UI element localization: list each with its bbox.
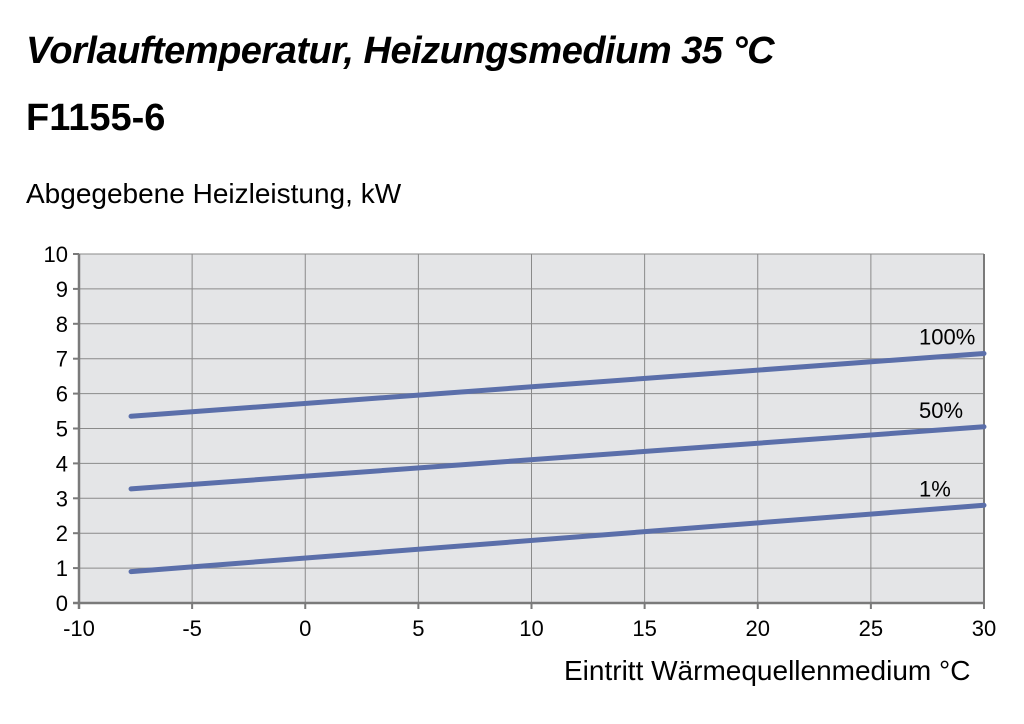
series-line (128, 350, 987, 419)
series-label: 50% (919, 398, 963, 423)
y-tick-label: 9 (56, 277, 68, 302)
y-tick-label: 10 (44, 242, 68, 267)
x-tick-label: 10 (519, 616, 543, 641)
y-tick-label: 1 (56, 556, 68, 581)
x-axis-label: Eintritt Wärmequellenmedium °C (564, 655, 971, 686)
x-tick-label: 0 (299, 616, 311, 641)
series-line (128, 424, 987, 492)
chart-subtitle: F1155-6 (26, 97, 166, 139)
x-tick-label: 20 (746, 616, 770, 641)
y-axis-label: Abgegebene Heizleistung, kW (26, 178, 402, 209)
y-tick-label: 3 (56, 486, 68, 511)
y-tick-label: 4 (56, 451, 68, 476)
series-label: 1% (919, 476, 951, 501)
x-tick-label: 25 (859, 616, 883, 641)
y-tick-label: 2 (56, 521, 68, 546)
y-tick-label: 7 (56, 347, 68, 372)
x-tick-label: 15 (632, 616, 656, 641)
x-tick-label: 30 (972, 616, 996, 641)
chart-title: Vorlauftemperatur, Heizungsmedium 35 °C (26, 30, 775, 72)
y-tick-label: 6 (56, 382, 68, 407)
x-tick-label: -10 (63, 616, 95, 641)
series-label: 100% (919, 324, 975, 349)
x-tick-label: 5 (412, 616, 424, 641)
series-line (128, 502, 987, 575)
y-tick-label: 8 (56, 312, 68, 337)
y-tick-label: 5 (56, 417, 68, 442)
x-tick-label: -5 (182, 616, 202, 641)
y-tick-label: 0 (56, 591, 68, 616)
